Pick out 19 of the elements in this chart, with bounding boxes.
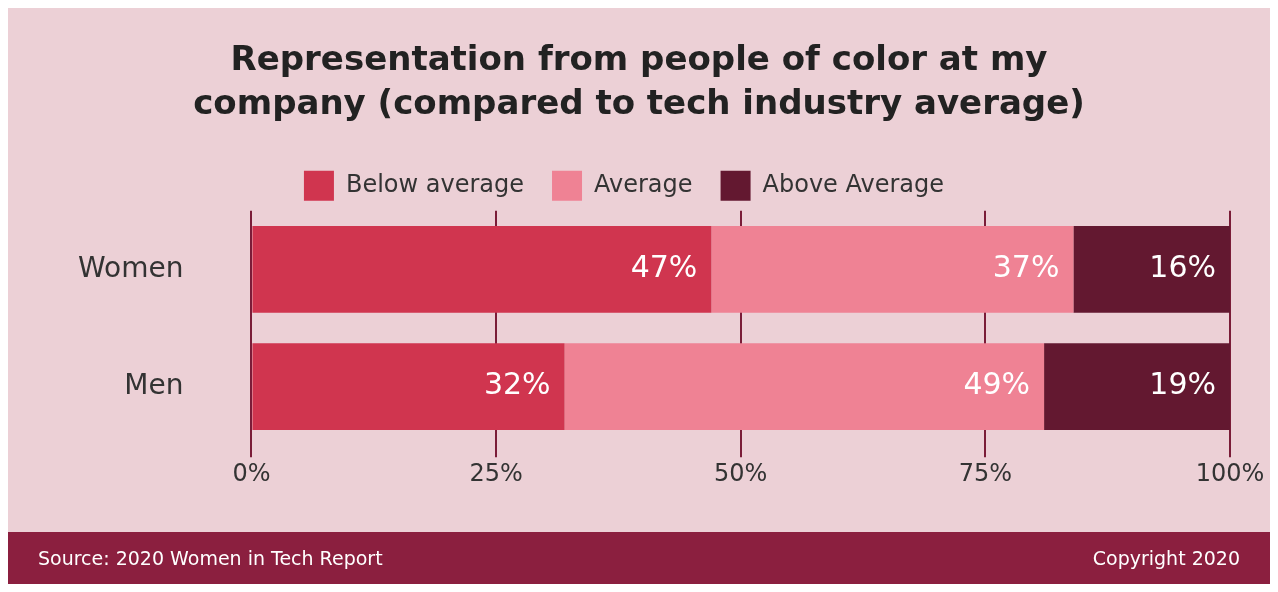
x-tick-label: 0% xyxy=(232,458,271,487)
x-tick-label: 50% xyxy=(714,458,768,487)
data-label: 19% xyxy=(1149,366,1216,402)
y-tick-label: Men xyxy=(124,367,184,401)
text: Copyright 2020 xyxy=(1092,547,1240,569)
data-label: 37% xyxy=(992,249,1060,285)
data-label: 47% xyxy=(630,249,698,285)
chart-title: Representation from people of color at my company (compared to tech industry average) xyxy=(192,37,1086,124)
x-tick-label: 75% xyxy=(958,458,1013,487)
legend-label: Average xyxy=(594,170,693,199)
x-tick-label: 100% xyxy=(1195,458,1265,487)
data-label: 32% xyxy=(483,366,551,402)
y-tick-label: Women xyxy=(77,250,184,284)
source-note: Source: 2020 Women in Tech Report xyxy=(38,547,383,569)
data-label: 16% xyxy=(1149,249,1216,285)
legend-label: Below average xyxy=(345,170,525,199)
data-label: 49% xyxy=(963,366,1031,402)
legend-label: Above Average xyxy=(762,170,945,199)
x-tick-label: 25% xyxy=(469,458,523,487)
